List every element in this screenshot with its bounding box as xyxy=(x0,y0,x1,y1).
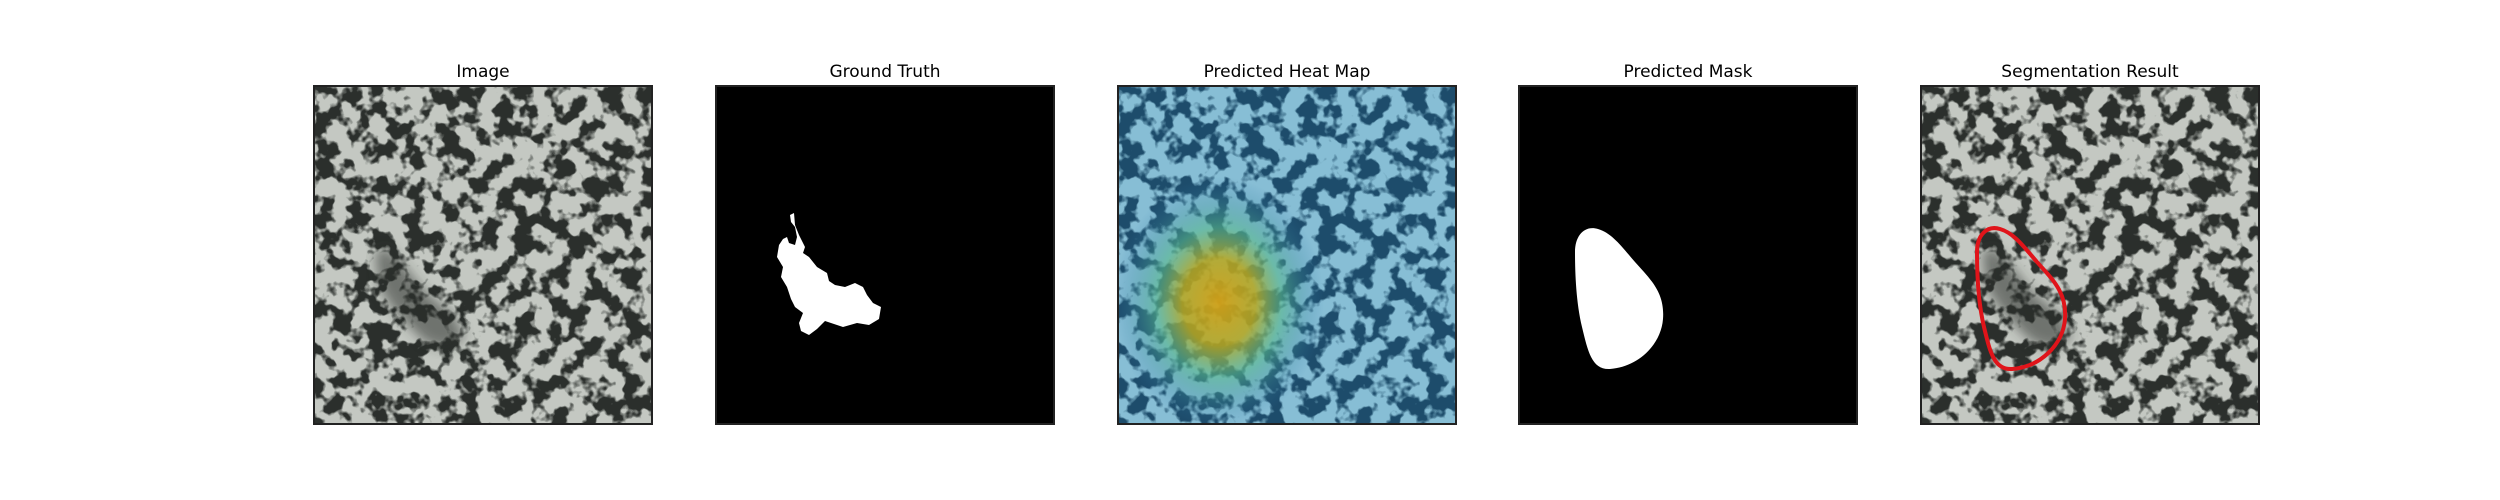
panel-heat-map: Predicted Heat Map xyxy=(1117,60,1457,425)
panel-image: Image xyxy=(313,60,653,425)
ground-truth-mask xyxy=(717,87,1053,423)
panel-title: Ground Truth xyxy=(829,62,941,82)
panel-title: Segmentation Result xyxy=(2001,62,2179,82)
ground-truth-frame xyxy=(715,85,1055,425)
panel-title: Predicted Heat Map xyxy=(1203,62,1371,82)
panel-title: Image xyxy=(456,62,510,82)
panel-ground-truth: Ground Truth xyxy=(715,60,1055,425)
ground-truth-region xyxy=(777,213,881,335)
panel-title: Predicted Mask xyxy=(1623,62,1753,82)
segmentation-contour xyxy=(1974,226,2068,371)
segmentation-frame xyxy=(1920,85,2260,425)
heat-map-overlay xyxy=(1119,87,1455,423)
segmentation-overlay xyxy=(1922,87,2258,423)
heat-map-frame xyxy=(1117,85,1457,425)
panel-segmentation-result: Segmentation Result xyxy=(1920,60,2260,425)
panel-predicted-mask: Predicted Mask xyxy=(1518,60,1858,425)
predicted-mask xyxy=(1520,87,1856,423)
image-frame xyxy=(313,85,653,425)
texture-image xyxy=(315,87,651,423)
predicted-region xyxy=(1575,228,1664,370)
heat-hotspot xyxy=(1119,177,1324,423)
defect-region xyxy=(375,247,465,349)
predicted-mask-frame xyxy=(1518,85,1858,425)
